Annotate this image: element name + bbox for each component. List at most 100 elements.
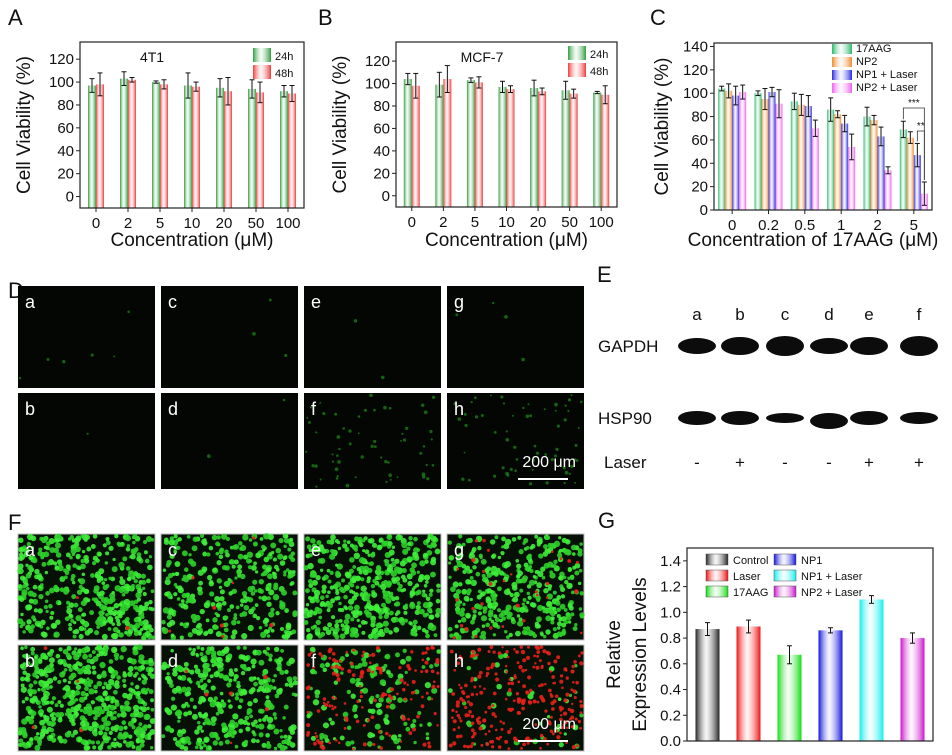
green-cell — [133, 673, 137, 678]
green-cell — [515, 578, 521, 584]
green-cell — [493, 614, 498, 619]
green-cell — [393, 602, 398, 607]
green-cell — [179, 622, 184, 627]
red-cell — [219, 623, 224, 628]
green-cell — [46, 706, 53, 713]
green-cell — [192, 705, 197, 710]
green-cell — [455, 634, 462, 641]
green-cell — [190, 650, 196, 657]
y-tick-label: 20 — [691, 179, 708, 196]
green-cell — [283, 544, 287, 549]
green-cell — [40, 631, 47, 637]
red-cell — [487, 649, 491, 654]
green-cell — [457, 619, 462, 623]
green-cell — [209, 646, 215, 652]
green-cell — [112, 669, 119, 677]
red-cell — [532, 665, 536, 669]
green-cell — [64, 731, 71, 738]
green-cell — [287, 547, 292, 552]
green-cell — [250, 658, 257, 665]
green-cell — [570, 394, 573, 397]
red-cell — [335, 673, 340, 678]
green-cell — [256, 688, 261, 693]
green-cell — [553, 540, 561, 548]
green-cell — [91, 597, 96, 601]
green-cell — [49, 615, 54, 620]
green-cell — [357, 610, 363, 616]
green-cell — [319, 736, 324, 740]
green-cell — [96, 644, 103, 651]
green-cell — [481, 635, 487, 640]
red-cell — [318, 652, 322, 656]
legend-swatch — [705, 585, 729, 598]
green-cell — [57, 735, 62, 740]
green-cell — [485, 596, 491, 602]
bar-24h — [561, 90, 570, 207]
red-cell — [509, 727, 513, 731]
green-cell — [501, 616, 506, 621]
green-cell — [400, 620, 406, 626]
green-cell — [463, 595, 470, 602]
green-cell — [77, 566, 82, 571]
green-cell — [62, 694, 67, 700]
green-cell — [139, 742, 145, 748]
green-cell — [39, 583, 44, 587]
legend-label: NP2 — [856, 56, 877, 68]
green-cell — [518, 549, 524, 555]
green-cell — [216, 535, 221, 540]
green-cell — [240, 654, 246, 660]
green-cell — [409, 567, 415, 573]
legend-swatch — [832, 83, 852, 93]
y-tick-label: 100 — [49, 74, 74, 91]
green-cell — [111, 566, 118, 573]
green-cell — [430, 541, 437, 548]
micrograph-background — [304, 393, 441, 489]
green-cell — [46, 561, 51, 566]
green-cell — [277, 742, 283, 749]
green-cell — [228, 670, 235, 677]
green-cell — [553, 559, 558, 565]
green-cell — [574, 481, 577, 484]
red-cell — [471, 728, 475, 733]
legend-swatch — [832, 70, 852, 80]
red-cell — [379, 671, 383, 675]
red-cell — [456, 661, 461, 666]
red-cell — [486, 666, 490, 671]
micrograph-g: g — [447, 286, 584, 388]
red-cell — [331, 696, 335, 700]
green-cell — [100, 671, 107, 678]
green-cell — [106, 540, 111, 546]
green-cell — [25, 661, 31, 666]
green-cell — [62, 687, 66, 691]
red-cell — [491, 712, 496, 717]
green-cell — [348, 598, 355, 605]
green-cell — [289, 729, 296, 735]
red-cell — [556, 655, 561, 660]
green-cell — [281, 589, 288, 596]
green-cell — [30, 648, 35, 652]
green-cell — [48, 734, 54, 740]
green-cell — [526, 584, 532, 589]
green-cell — [103, 620, 107, 625]
green-cell — [334, 596, 339, 601]
green-cell — [416, 601, 421, 606]
red-cell — [331, 704, 334, 708]
green-cell — [426, 544, 431, 548]
red-cell — [494, 672, 498, 676]
green-cell — [228, 704, 233, 709]
green-cell — [58, 647, 63, 652]
green-cell — [515, 458, 519, 461]
green-cell — [231, 619, 237, 626]
green-cell — [306, 633, 313, 640]
green-cell — [70, 672, 77, 679]
green-cell — [456, 560, 464, 568]
green-cell — [515, 558, 520, 563]
y-tick-label: 60 — [691, 132, 708, 149]
bar-17aag — [790, 101, 798, 210]
green-cell — [258, 625, 263, 630]
green-cell — [224, 581, 231, 587]
green-cell — [314, 606, 320, 612]
green-cell — [250, 738, 257, 744]
